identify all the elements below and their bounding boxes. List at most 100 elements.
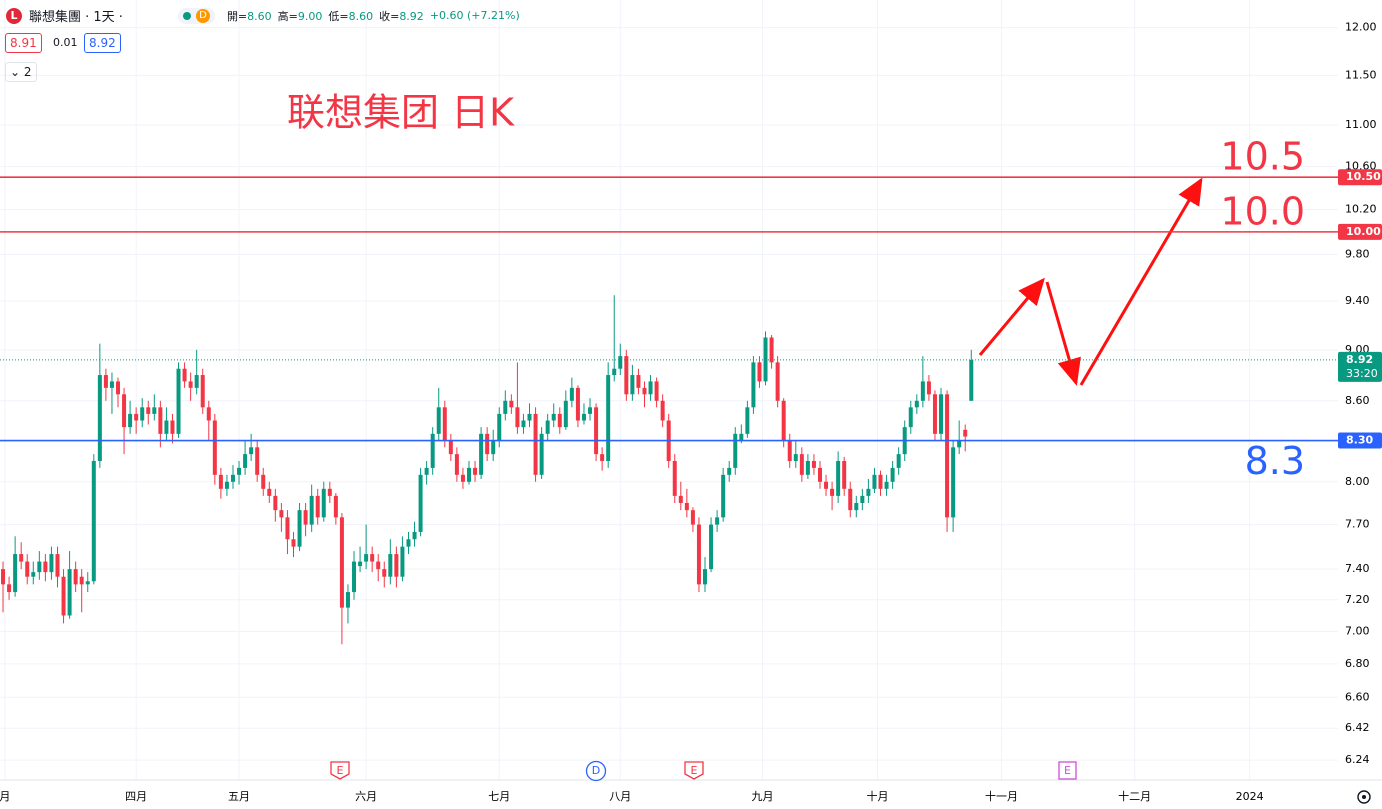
candle-body	[521, 420, 526, 428]
event-label: E	[1064, 764, 1071, 777]
candle-body	[660, 400, 665, 421]
candle-body	[61, 576, 66, 616]
candle-body	[557, 413, 562, 428]
event[interactable]: D	[585, 760, 607, 782]
bid-button[interactable]: 8.91	[5, 33, 42, 53]
candle-body	[273, 495, 278, 511]
candle-body	[152, 407, 157, 414]
candle-body	[412, 531, 417, 540]
y-tick-label: 7.70	[1345, 518, 1370, 531]
candle-body	[406, 539, 411, 547]
candle-body	[188, 381, 193, 388]
candle-body	[473, 467, 478, 475]
candle-body	[327, 488, 332, 496]
candle-body	[418, 474, 423, 532]
candle-body	[757, 362, 762, 382]
candle-body	[551, 413, 556, 421]
arrow	[978, 277, 1045, 356]
indicator-count: 2	[23, 65, 32, 79]
candle-body	[73, 569, 78, 585]
level-label: 10.50	[1346, 170, 1381, 183]
chart-title: 联想集团 日K	[287, 91, 515, 135]
candle-body	[594, 407, 599, 455]
candle-body	[19, 554, 24, 562]
arrow	[1079, 177, 1203, 386]
ohlc-key: 收=	[379, 9, 400, 23]
candle-body	[116, 381, 121, 395]
candle-body	[158, 407, 163, 434]
ohlc-key: 開=	[226, 9, 248, 23]
candle-body	[769, 337, 774, 363]
level-label: 8.30	[1346, 434, 1373, 447]
candle-body	[793, 454, 798, 461]
y-tick-label: 9.80	[1345, 247, 1370, 260]
candle-body	[932, 394, 937, 434]
candle-body	[545, 420, 550, 434]
x-tick-label: 八月	[609, 790, 631, 803]
candle-body	[454, 454, 459, 475]
candle-body	[448, 440, 453, 455]
x-tick-label: 月	[0, 790, 10, 803]
ask-button[interactable]: 8.92	[84, 33, 121, 53]
candle-body	[97, 375, 102, 461]
candle-body	[733, 433, 738, 468]
indicators-toggle[interactable]: ⌄ 2	[5, 62, 37, 82]
x-tick-label: 2024	[1236, 790, 1264, 803]
candle-body	[460, 474, 465, 482]
x-tick-label: 十二月	[1118, 789, 1151, 803]
candle-body	[866, 488, 871, 496]
symbol-row: L 聯想集團 · 1天 · D 開=8.60 高=9.00 低=8.60 收=8.92…	[6, 6, 520, 25]
event[interactable]: E	[684, 761, 704, 780]
candle-body	[358, 561, 363, 567]
candle-body	[636, 375, 641, 388]
event[interactable]: E	[330, 761, 350, 780]
candle-body	[67, 569, 72, 616]
x-tick-label: 十月	[866, 789, 888, 803]
candle-body	[890, 467, 895, 482]
ohlc-value: 8.60	[348, 9, 374, 23]
candle-body	[618, 356, 623, 369]
candle-body	[230, 474, 235, 482]
candle-body	[515, 407, 520, 428]
candle-body	[727, 467, 732, 475]
candle-body	[539, 433, 544, 475]
x-tick-label: 四月	[125, 790, 147, 803]
candle-body	[224, 481, 229, 489]
candle-body	[279, 510, 284, 518]
status-badge[interactable]: D	[177, 7, 215, 24]
candle-body	[352, 561, 357, 593]
candle-body	[672, 460, 677, 496]
candle-body	[442, 407, 447, 441]
candle-body	[745, 407, 750, 434]
candle-body	[939, 394, 944, 434]
candle-body	[267, 488, 272, 496]
candle-body	[146, 407, 151, 414]
candle-body	[430, 433, 435, 468]
candle-body	[43, 561, 48, 573]
candle-body	[703, 569, 708, 585]
event[interactable]: E	[1058, 761, 1077, 780]
level-label-box	[1338, 223, 1382, 240]
y-tick-label: 6.80	[1345, 657, 1370, 670]
symbol[interactable]: 聯想集團 · 1天 ·	[29, 10, 123, 25]
y-tick-label: 12.00	[1345, 21, 1377, 34]
candle-body	[696, 524, 701, 585]
candle-body	[309, 495, 314, 525]
candle-body	[394, 554, 399, 577]
level-label: 10.00	[1346, 225, 1381, 238]
y-tick-label: 7.40	[1345, 562, 1370, 575]
last-price-box	[1338, 351, 1382, 382]
candle-body	[642, 387, 647, 395]
settings-icon[interactable]	[1357, 790, 1371, 804]
change: +0.60 (+7.21%)	[429, 9, 520, 22]
last-price-label: 8.92	[1346, 353, 1373, 366]
countdown: 33:20	[1346, 367, 1378, 380]
candle-body	[345, 592, 350, 608]
candle-body	[600, 454, 605, 461]
candle-body	[31, 572, 36, 577]
candle-body	[563, 400, 568, 428]
candle-body	[91, 460, 96, 582]
candle-body	[896, 454, 901, 468]
candle-body	[509, 400, 514, 408]
